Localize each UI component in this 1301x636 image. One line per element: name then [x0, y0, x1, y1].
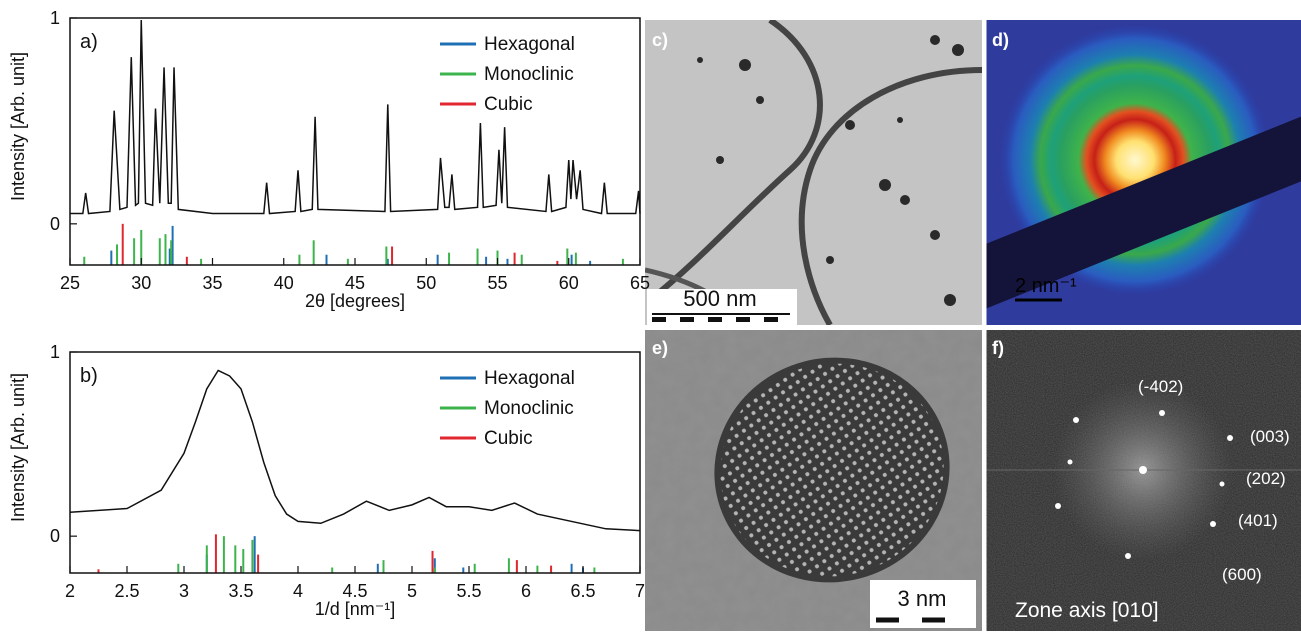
scale-bar-label: 3 nm — [898, 586, 947, 611]
x-tick-label: 60 — [559, 273, 579, 293]
x-tick-label: 6 — [521, 581, 531, 601]
legend-label: Cubic — [484, 428, 533, 449]
x-tick-label: 3.5 — [228, 581, 253, 601]
x-tick-label: 25 — [60, 273, 80, 293]
diffraction-image: 2 nm⁻¹ d) — [985, 20, 1301, 325]
y-axis-label: Intensity [Arb. unit] — [8, 52, 28, 201]
x-tick-label: 35 — [202, 273, 222, 293]
x-tick-label: 30 — [131, 273, 151, 293]
x-tick-label: 5 — [407, 581, 417, 601]
panel-label: c) — [652, 30, 668, 50]
y-tick-label: 0 — [50, 526, 60, 546]
spot-label: (-402) — [1138, 377, 1183, 396]
legend-label: Cubic — [484, 94, 533, 115]
scale-bar-label: 500 nm — [683, 286, 756, 311]
x-tick-label: 65 — [630, 273, 650, 293]
x-tick-label: 45 — [345, 273, 365, 293]
panel-label: b) — [80, 365, 98, 387]
x-axis-label: 2θ [degrees] — [305, 291, 405, 311]
data-line — [70, 20, 641, 215]
y-tick-label: 1 — [50, 342, 60, 362]
legend-label: Monoclinic — [484, 64, 574, 85]
spot-label: (003) — [1250, 427, 1290, 446]
caption: Zone axis [010] — [1015, 599, 1159, 622]
x-tick-label: 40 — [274, 273, 294, 293]
legend-label: Hexagonal — [484, 368, 575, 389]
panel-label: e) — [652, 338, 668, 358]
spot-label: (202) — [1246, 469, 1286, 488]
x-tick-label: 6.5 — [570, 581, 595, 601]
legend-label: Hexagonal — [484, 34, 575, 55]
x-tick-label: 4 — [293, 581, 303, 601]
data-line — [69, 369, 641, 532]
x-tick-label: 4.5 — [342, 581, 367, 601]
x-axis-label: 1/d [nm⁻¹] — [315, 599, 396, 619]
chart: 2 2.5 3 3.5 4 4.5 5 5.5 6 6.5 7 0 1 1/d [nm⁻¹] Intensi… — [8, 342, 645, 619]
chart: 25 30 35 40 45 50 55 60 65 0 1 2θ [degrees] Intensit… — [8, 8, 650, 311]
y-axis-label: Intensity [Arb. unit] — [8, 373, 28, 522]
x-tick-label: 50 — [416, 273, 436, 293]
x-tick-label: 7 — [635, 581, 645, 601]
x-tick-label: 2 — [65, 581, 75, 601]
panel-label: f) — [992, 338, 1004, 358]
y-tick-label: 0 — [50, 214, 60, 234]
tem-image: 500 nm c) — [645, 20, 982, 325]
fft-image: (-402) (003) (202) (401) (600) Zone axis… — [985, 330, 1301, 631]
x-tick-label: 3 — [179, 581, 189, 601]
x-tick-label: 2.5 — [114, 581, 139, 601]
plot-frame — [69, 17, 641, 266]
panel-label: a) — [80, 31, 98, 53]
spot-label: (401) — [1238, 511, 1278, 530]
legend-label: Monoclinic — [484, 398, 574, 419]
spot-label: (600) — [1222, 565, 1262, 584]
y-tick-label: 1 — [50, 8, 60, 28]
hrtem-image: 3 nm e) — [645, 330, 982, 631]
panel-label: d) — [992, 30, 1009, 50]
x-tick-label: 5.5 — [456, 581, 481, 601]
x-tick-label: 55 — [487, 273, 507, 293]
scale-bar-label: 2 nm⁻¹ — [1015, 275, 1077, 297]
